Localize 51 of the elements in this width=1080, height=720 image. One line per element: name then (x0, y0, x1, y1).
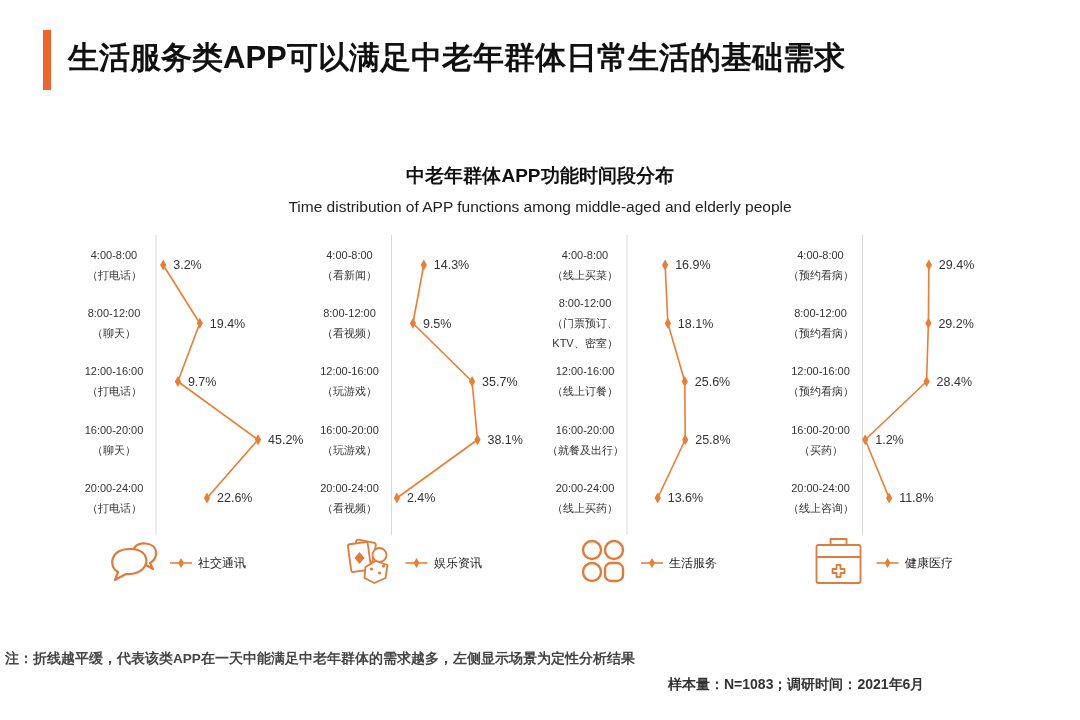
data-label: 25.8% (695, 433, 731, 448)
y-tick-label: 12:00-16:00 （线上订餐） (552, 365, 618, 398)
y-tick-label: 8:00-12:00 （预约看病） (787, 307, 854, 340)
data-label: 35.7% (482, 374, 518, 389)
text: 注：折线越平缓，代表该类APP在一天中能满足中老年群体的需求越多，左侧显示场景为定性分析结果 (4, 649, 636, 666)
y-tick-label: 16:00-20:00 （玩游戏） (320, 423, 379, 456)
y-tick-label: 16:00-20:00 （买药） (791, 423, 850, 456)
data-label: 13.6% (667, 491, 704, 506)
y-tick-label: 20:00-24:00 （线上咨询） (787, 481, 854, 514)
y-tick-label: 12:00-16:00 （打电话） (84, 365, 144, 398)
data-label: 11.8% (899, 491, 934, 506)
text: Time distribution of APP functions among middle-aged and elderly people (288, 198, 792, 216)
legend-label: 生活服务 (669, 557, 717, 570)
y-tick-label: 4:00-8:00 （看新闻） (322, 248, 377, 281)
y-tick-label: 16:00-20:00 （就餐及出行） (546, 423, 624, 456)
data-label: 25.6% (694, 374, 731, 389)
y-tick-label: 8:00-12:00 （门票预订、 KTV、密室） (552, 297, 618, 350)
data-label: 3.2% (173, 258, 202, 273)
point (468, 376, 476, 387)
y-tick-label: 12:00-16:00 （预约看病） (787, 365, 854, 398)
data-label: 22.6% (217, 491, 253, 506)
y-tick-label: 20:00-24:00 （线上买药） (552, 481, 618, 514)
text: 生活服务类APP可以满足中老年群体日常生活的基础需求 (67, 39, 845, 75)
data-label: 45.2% (268, 433, 304, 448)
y-tick-label: 20:00-24:00 （打电话） (84, 481, 144, 514)
data-label: 18.1% (677, 316, 714, 331)
data-label: 16.9% (675, 258, 711, 273)
y-tick-label: 4:00-8:00 （线上买菜） (552, 248, 618, 281)
data-label: 29.4% (938, 258, 975, 273)
legend-label: 健康医疗 (904, 556, 953, 570)
text: 样本量：N=1083；调研时间：2021年6月 (667, 675, 925, 692)
data-label: 38.1% (487, 433, 523, 448)
y-tick-label: 4:00-8:00 （预约看病） (787, 248, 854, 281)
data-label: 1.2% (875, 433, 904, 448)
y-tick-label: 20:00-24:00 （看视频） (320, 481, 379, 514)
y-tick-label: 8:00-12:00 （聊天） (87, 307, 141, 340)
data-label: 28.4% (936, 374, 973, 389)
y-tick-label: 4:00-8:00 （打电话） (86, 248, 142, 281)
data-label: 14.3% (433, 258, 470, 273)
data-label: 9.7% (187, 374, 217, 389)
data-label: 2.4% (406, 491, 436, 506)
legend-label: 娱乐资讯 (433, 557, 482, 570)
y-tick-label: 8:00-12:00 （看视频） (322, 307, 377, 340)
point (174, 376, 182, 387)
text: 中老年群体APP功能时间段分布 (406, 164, 674, 186)
y-tick-label: 16:00-20:00 （聊天） (84, 423, 144, 456)
legend-label: 社交通讯 (198, 556, 246, 570)
data-label: 9.5% (422, 316, 452, 331)
data-label: 19.4% (209, 316, 246, 331)
data-label: 29.2% (938, 316, 974, 331)
y-tick-label: 12:00-16:00 （玩游戏） (320, 365, 379, 398)
